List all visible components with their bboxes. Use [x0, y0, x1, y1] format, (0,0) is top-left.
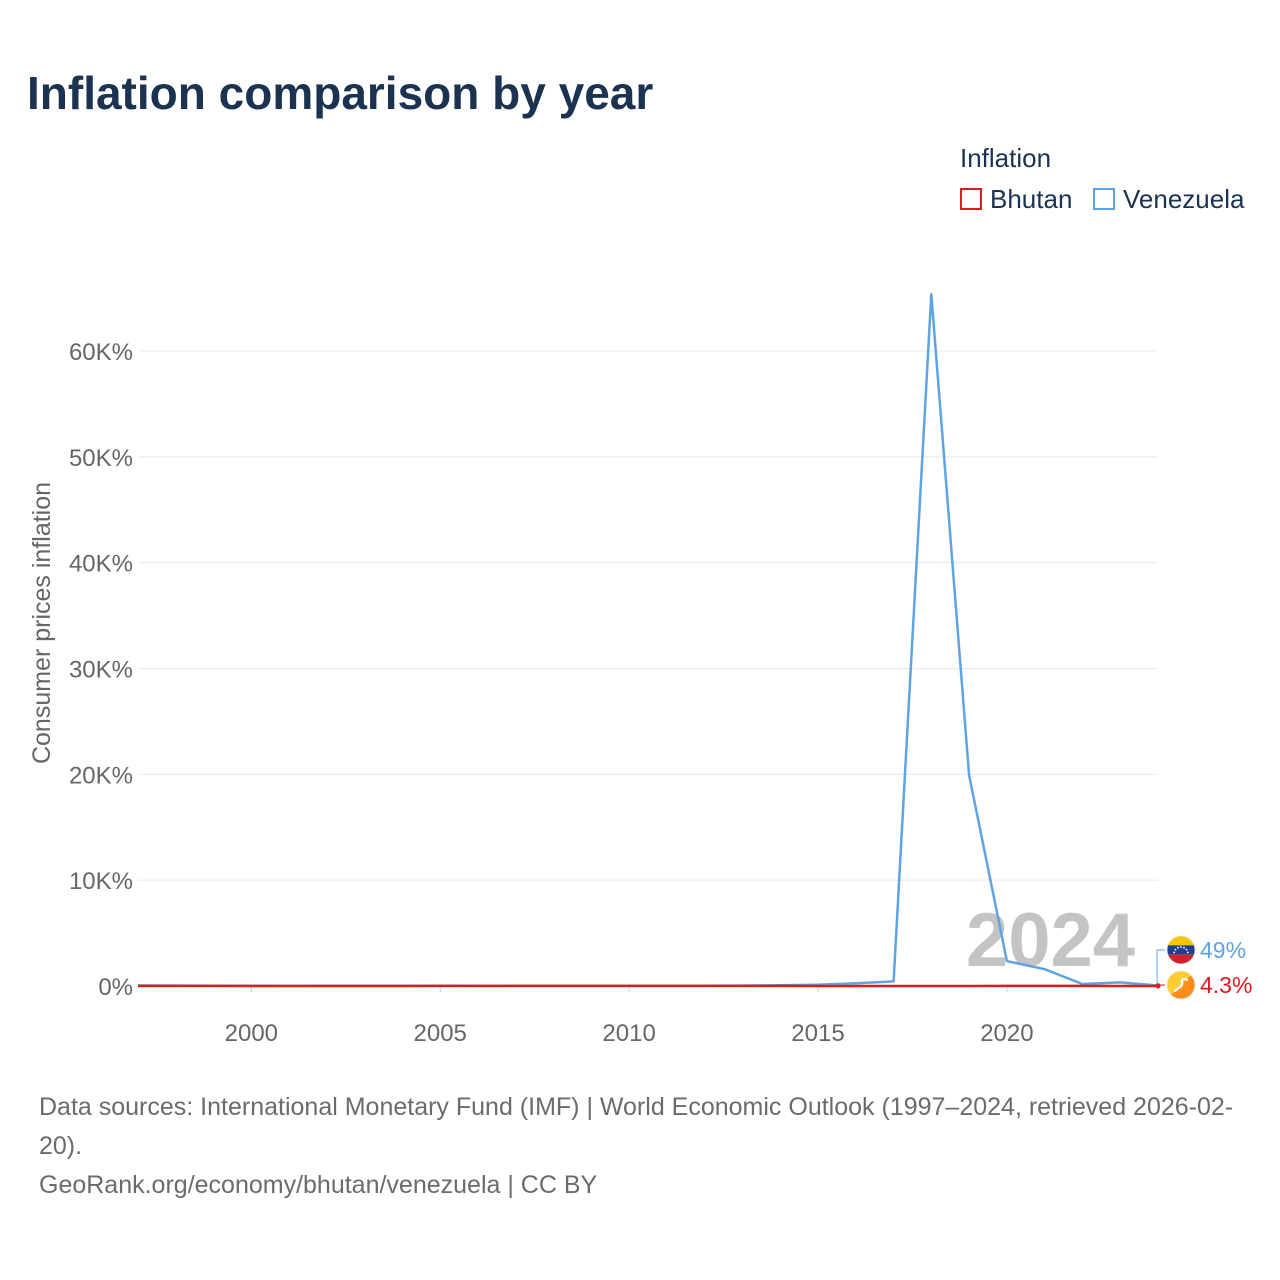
x-tick-label: 2010 — [602, 1020, 655, 1047]
end-value-label-venezuela: 49% — [1200, 937, 1246, 963]
y-tick-label: 0% — [98, 974, 133, 1001]
legend-item-venezuela[interactable]: Venezuela — [1093, 184, 1244, 214]
y-tick-label: 30K% — [69, 657, 133, 684]
credit-text: GeoRank.org/economy/bhutan/venezuela | C… — [39, 1171, 598, 1199]
footer: Data sources: International Monetary Fun… — [39, 1088, 1249, 1205]
x-tick-label: 2015 — [791, 1020, 844, 1047]
end-label-connector-venezuela — [1156, 949, 1165, 986]
legend-heading: Inflation — [960, 143, 1052, 173]
legend-swatch-venezuela — [1093, 188, 1115, 210]
flag-venezuela-icon — [1166, 935, 1196, 965]
legend-item-bhutan[interactable]: Bhutan — [960, 184, 1072, 214]
year-watermark: 2024 — [966, 898, 1135, 983]
legend-label-venezuela: Venezuela — [1123, 183, 1245, 214]
y-tick-label: 40K% — [69, 551, 133, 578]
y-tick-label: 60K% — [69, 339, 133, 366]
legend-swatch-bhutan — [960, 188, 982, 210]
y-tick-label: 20K% — [69, 762, 133, 789]
y-tick-label: 10K% — [69, 868, 133, 895]
x-tick-label: 2005 — [414, 1020, 467, 1047]
end-labels: 49% 4.3% — [1156, 935, 1252, 1000]
data-sources-text: Data sources: International Monetary Fun… — [39, 1093, 1234, 1160]
y-tick-label: 50K% — [69, 445, 133, 472]
y-axis: 0% 10K% 20K% 30K% 40K% 50K% 60K% — [69, 339, 133, 1001]
end-value-label-bhutan: 4.3% — [1200, 972, 1252, 998]
series-layer — [137, 292, 1161, 989]
end-label-connector-bhutan — [1156, 984, 1165, 987]
x-tick-label: 2000 — [225, 1020, 278, 1047]
y-axis-title: Consumer prices inflation — [28, 482, 56, 764]
line-chart: 2024 0% 10K% 20K% 30K% 40K% 50K% 60K% 2000 2005… — [28, 292, 1252, 1047]
flag-bhutan-icon — [1166, 970, 1196, 1000]
legend-label-bhutan: Bhutan — [990, 183, 1073, 214]
page-title: Inflation comparison by year — [27, 67, 654, 119]
x-axis: 2000 2005 2010 2015 2020 — [225, 986, 1034, 1047]
x-tick-label: 2020 — [980, 1020, 1033, 1047]
series-line-venezuela[interactable] — [137, 292, 1159, 988]
grid-layer — [138, 350, 1158, 987]
